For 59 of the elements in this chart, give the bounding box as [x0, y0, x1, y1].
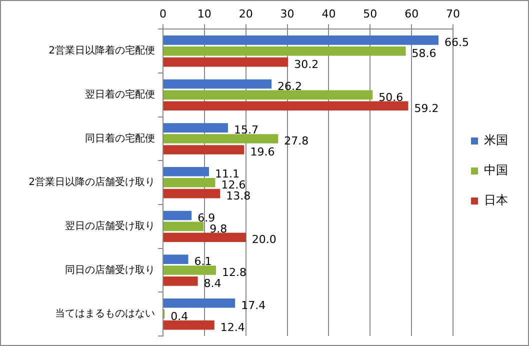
bar — [164, 145, 244, 154]
x-tick-label: 40 — [322, 7, 336, 20]
data-label: 12.8 — [222, 266, 247, 280]
data-label: 13.8 — [226, 189, 251, 202]
data-label: 26.2 — [278, 80, 302, 93]
bar — [164, 57, 288, 67]
bar — [164, 210, 192, 220]
x-tick-label: 20 — [238, 7, 253, 20]
x-tick-label: 10 — [197, 7, 212, 20]
data-label: 6.1 — [194, 255, 212, 268]
data-label: 27.8 — [284, 134, 309, 148]
data-label: 50.6 — [378, 90, 404, 104]
data-label: 15.7 — [234, 124, 259, 137]
data-label: 6.9 — [198, 211, 216, 224]
data-label: 20.0 — [252, 233, 276, 246]
y-tick-label: 2営業日以降着の宅配便 — [48, 44, 155, 57]
data-label: 58.6 — [412, 46, 436, 60]
x-tick-label: 70 — [446, 7, 460, 20]
bar — [164, 254, 188, 264]
data-label: 19.6 — [250, 146, 275, 159]
bar — [164, 134, 278, 144]
legend-label: 中国 — [484, 163, 508, 178]
data-label: 0.4 — [170, 310, 188, 323]
bar — [164, 320, 214, 330]
data-label: 12.6 — [221, 178, 246, 192]
x-tick-label: 60 — [404, 7, 419, 20]
y-tick-label: 同日着の宅配便 — [85, 132, 155, 144]
bar — [164, 232, 246, 242]
data-label: 11.1 — [214, 168, 240, 180]
bar — [164, 46, 406, 56]
bar — [164, 188, 220, 198]
bar — [164, 166, 209, 176]
y-tick-label: 当てはまるものはない — [55, 308, 155, 320]
bar — [164, 178, 216, 188]
bar — [164, 36, 438, 45]
bar — [164, 266, 216, 275]
bar — [164, 298, 236, 308]
data-label: 59.2 — [414, 102, 439, 115]
data-label: 66.5 — [444, 36, 469, 50]
bar — [164, 90, 373, 100]
bar — [164, 222, 204, 232]
x-tick-label: 0 — [160, 7, 166, 20]
data-label: 8.4 — [204, 277, 222, 290]
legend-label: 米国 — [484, 133, 508, 148]
y-tick-label: 翌日の店舗受け取り — [65, 220, 155, 232]
data-label: 9.8 — [210, 222, 228, 236]
y-tick-label: 翌日着の宅配便 — [85, 88, 155, 101]
bar — [164, 79, 272, 89]
y-tick-label: 2営業日以降の店舗受け取り — [28, 176, 155, 188]
bar — [164, 101, 408, 111]
x-tick-label: 50 — [363, 7, 378, 20]
bar — [164, 123, 228, 132]
data-label: 12.4 — [220, 320, 245, 334]
data-label: 30.2 — [294, 58, 319, 71]
y-tick-label: 同日の店舗受け取り — [65, 264, 155, 276]
legend-label: 日本 — [484, 193, 508, 208]
x-tick-label: 30 — [280, 7, 294, 20]
data-label: 17.4 — [241, 298, 266, 312]
bar — [164, 276, 198, 286]
